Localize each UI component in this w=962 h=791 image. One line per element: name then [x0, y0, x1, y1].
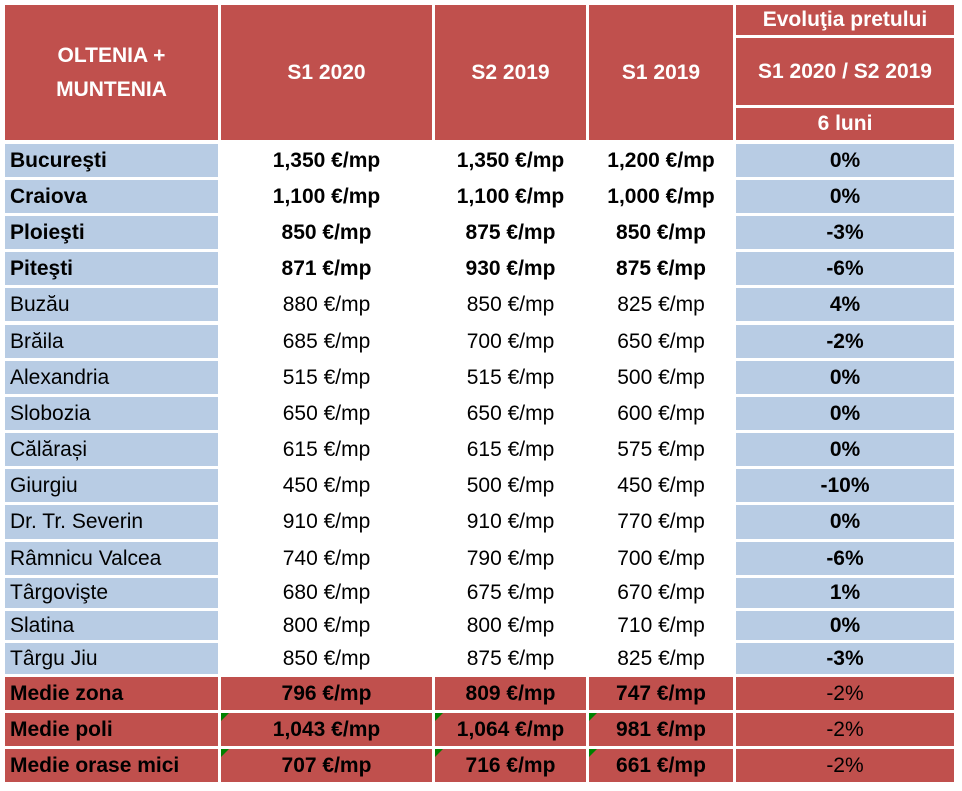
evolution-cell: 0%: [736, 180, 954, 213]
s2-2019-cell: 790 €/mp: [466, 546, 555, 570]
evolution-cell: 1%: [736, 578, 954, 608]
s2-2019-cell: 515 €/mp: [466, 365, 555, 389]
evolution-cell: 0%: [736, 505, 954, 539]
header-s1-2020: S1 2020: [221, 5, 432, 140]
s2-2019-cell: 1,064 €/mp: [435, 713, 586, 746]
s2-2019-cell: 1,100 €/mp: [456, 184, 565, 208]
s1-2020-cell: 1,100 €/mp: [272, 184, 381, 208]
s2-2019-cell: 615 €/mp: [466, 437, 555, 461]
evolution-cell: 4%: [736, 288, 954, 321]
s1-2020-cell: 685 €/mp: [282, 329, 371, 353]
header-evolution-period: 6 luni: [736, 108, 954, 140]
s2-2019-cell: 850 €/mp: [466, 292, 555, 316]
evolution-cell: 0%: [736, 144, 954, 177]
s1-2019-cell: 981 €/mp: [589, 713, 733, 746]
city-cell: Medie orase mici: [5, 749, 218, 782]
s1-2020-cell: 800 €/mp: [282, 613, 371, 637]
header-s1-2019: S1 2019: [589, 5, 733, 140]
city-cell: Râmnicu Valcea: [5, 542, 218, 575]
s1-2020-cell: 850 €/mp: [281, 220, 372, 244]
city-cell: Brăila: [5, 325, 218, 358]
city-cell: Slobozia: [5, 397, 218, 430]
s1-2020-cell: 680 €/mp: [282, 581, 371, 604]
s1-2020-cell: 740 €/mp: [282, 546, 371, 570]
city-cell: Medie poli: [5, 713, 218, 746]
s1-2020-cell: 850 €/mp: [282, 646, 371, 670]
s1-2019-cell: 875 €/mp: [616, 256, 706, 280]
city-cell: Alexandria: [5, 361, 218, 394]
evolution-cell: 0%: [736, 397, 954, 430]
s1-2020-cell: 650 €/mp: [282, 401, 371, 425]
evolution-cell: 0%: [736, 361, 954, 394]
s1-2019-cell: 600 €/mp: [617, 401, 705, 425]
city-cell: Târgu Jiu: [5, 643, 218, 674]
s1-2020-cell: 615 €/mp: [282, 437, 371, 461]
evolution-cell: -6%: [736, 542, 954, 575]
s1-2019-cell: 1,200 €/mp: [607, 148, 715, 172]
city-cell: Piteşti: [5, 252, 218, 285]
s1-2019-cell: 670 €/mp: [617, 581, 705, 604]
evolution-cell: -3%: [736, 216, 954, 249]
s2-2019-cell: 875 €/mp: [465, 220, 556, 244]
s2-2019-cell: 930 €/mp: [465, 256, 556, 280]
city-cell: Ploieşti: [5, 216, 218, 249]
s2-2019-cell: 1,350 €/mp: [456, 148, 565, 172]
s1-2020-cell: 707 €/mp: [221, 749, 432, 782]
s2-2019-cell: 809 €/mp: [435, 677, 586, 710]
s2-2019-cell: 650 €/mp: [466, 401, 555, 425]
s1-2019-cell: 575 €/mp: [617, 437, 705, 461]
s1-2020-cell: 910 €/mp: [282, 510, 371, 533]
s2-2019-cell: 875 €/mp: [466, 646, 555, 670]
city-cell: Slatina: [5, 611, 218, 640]
city-cell: Craiova: [5, 180, 218, 213]
city-cell: Târgovişte: [5, 578, 218, 608]
evolution-cell: -2%: [736, 749, 954, 782]
evolution-cell: -2%: [736, 677, 954, 710]
evolution-cell: 0%: [736, 433, 954, 466]
s1-2019-cell: 1,000 €/mp: [607, 184, 715, 208]
evolution-cell: 0%: [736, 611, 954, 640]
s2-2019-cell: 716 €/mp: [435, 749, 586, 782]
s1-2019-cell: 850 €/mp: [616, 220, 706, 244]
s2-2019-cell: 700 €/mp: [466, 329, 555, 353]
s1-2020-cell: 450 €/mp: [282, 473, 371, 497]
city-cell: Bucureşti: [5, 144, 218, 177]
s2-2019-cell: 675 €/mp: [466, 581, 555, 604]
city-cell: Giurgiu: [5, 469, 218, 502]
header-evolution-title: Evoluţia pretului: [736, 5, 954, 35]
s1-2019-cell: 661 €/mp: [589, 749, 733, 782]
s1-2019-cell: 650 €/mp: [617, 329, 705, 353]
s1-2020-cell: 880 €/mp: [282, 292, 371, 316]
city-cell: Dr. Tr. Severin: [5, 505, 218, 539]
s1-2019-cell: 450 €/mp: [617, 473, 705, 497]
city-cell: Călărași: [5, 433, 218, 466]
s1-2019-cell: 825 €/mp: [617, 646, 705, 670]
evolution-cell: -3%: [736, 643, 954, 674]
city-cell: Buzău: [5, 288, 218, 321]
evolution-cell: -2%: [736, 713, 954, 746]
header-s2-2019: S2 2019: [435, 5, 586, 140]
s2-2019-cell: 800 €/mp: [466, 613, 555, 637]
s1-2020-cell: 1,043 €/mp: [221, 713, 432, 746]
city-cell: Medie zona: [5, 677, 218, 710]
s1-2019-cell: 500 €/mp: [617, 365, 705, 389]
s1-2020-cell: 515 €/mp: [282, 365, 371, 389]
evolution-cell: -6%: [736, 252, 954, 285]
s1-2020-cell: 871 €/mp: [281, 256, 372, 280]
header-evolution-compare: S1 2020 / S2 2019: [736, 38, 954, 105]
s1-2019-cell: 747 €/mp: [589, 677, 733, 710]
s1-2019-cell: 770 €/mp: [617, 510, 705, 533]
s1-2019-cell: 710 €/mp: [617, 613, 705, 637]
header-region: OLTENIA + MUNTENIA: [5, 5, 218, 140]
s1-2019-cell: 700 €/mp: [617, 546, 705, 570]
evolution-cell: -10%: [736, 469, 954, 502]
s2-2019-cell: 500 €/mp: [466, 473, 555, 497]
s1-2020-cell: 1,350 €/mp: [272, 148, 381, 172]
s2-2019-cell: 910 €/mp: [466, 510, 555, 533]
evolution-cell: -2%: [736, 325, 954, 358]
s1-2019-cell: 825 €/mp: [617, 292, 705, 316]
s1-2020-cell: 796 €/mp: [221, 677, 432, 710]
